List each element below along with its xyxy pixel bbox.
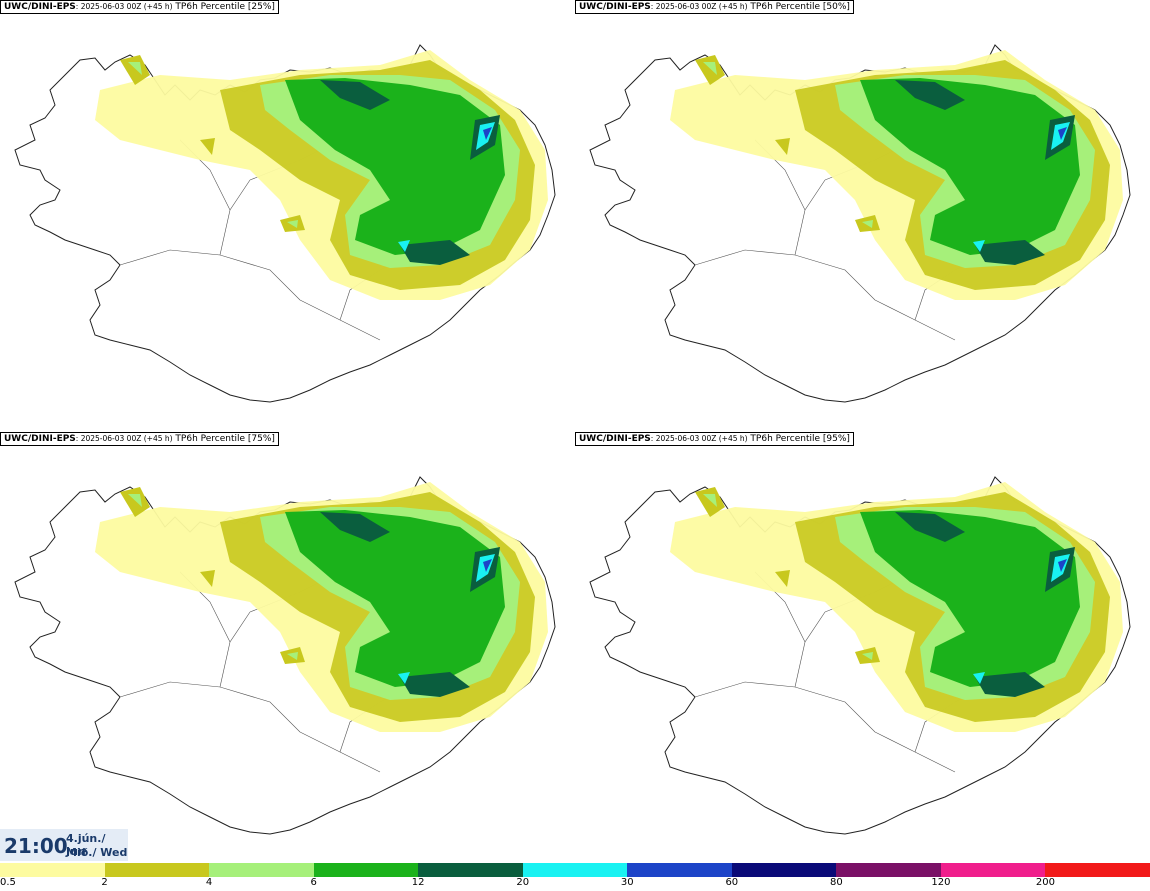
legend-swatch (1045, 863, 1150, 877)
precip-6mm (860, 78, 1080, 255)
legend-swatch (627, 863, 733, 877)
legend-swatch (209, 863, 315, 877)
precip-map (14, 44, 556, 403)
legend-swatch (313, 863, 419, 877)
precip-6mm (285, 510, 505, 687)
legend-tick-label: 12 (411, 877, 425, 888)
precip-nw-cells (120, 487, 305, 664)
precip-30mm (1058, 559, 1067, 572)
legend-tick-label: 20 (516, 877, 530, 888)
map-panel-p25: UWC/DINI-EPS: 2025-06-03 00Z (+45 h) TP6… (0, 0, 575, 432)
legend-swatch (0, 863, 106, 877)
precip-nw-cells (120, 55, 305, 232)
precip-nw-cells (695, 487, 880, 664)
legend-swatch (104, 863, 210, 877)
valid-time: 21:00 (4, 834, 68, 858)
color-legend (0, 863, 1150, 877)
legend-tick-label: 80 (829, 877, 843, 888)
valid-time-box: 21:00 4.jún./ Jun Mið./ Wed (0, 829, 128, 861)
precip-30mm (1058, 127, 1067, 140)
precip-nw-cells (695, 55, 880, 232)
precip-map (589, 476, 1131, 835)
precip-6mm (285, 78, 505, 255)
legend-tick-label: 4 (205, 877, 213, 888)
panel-title: UWC/DINI-EPS: 2025-06-03 00Z (+45 h) TP6… (0, 432, 279, 446)
legend-tick-label: 60 (725, 877, 739, 888)
legend-tick-label: 6 (310, 877, 317, 888)
legend-tick-label: 30 (620, 877, 634, 888)
map-panel-p95: UWC/DINI-EPS: 2025-06-03 00Z (+45 h) TP6… (575, 432, 1150, 864)
legend-swatch (940, 863, 1046, 877)
panel-title: UWC/DINI-EPS: 2025-06-03 00Z (+45 h) TP6… (575, 432, 854, 446)
legend-tick-label: 120 (931, 877, 951, 888)
precip-6mm (860, 510, 1080, 687)
legend-swatch (522, 863, 628, 877)
panel-title: UWC/DINI-EPS: 2025-06-03 00Z (+45 h) TP6… (575, 0, 854, 14)
valid-weekday: Mið./ Wed (66, 846, 128, 859)
panel-title: UWC/DINI-EPS: 2025-06-03 00Z (+45 h) TP6… (0, 0, 279, 14)
legend-swatch (418, 863, 524, 877)
precip-map (589, 44, 1131, 403)
legend-tick-label: 200 (1035, 877, 1055, 888)
map-panel-p75: UWC/DINI-EPS: 2025-06-03 00Z (+45 h) TP6… (0, 432, 575, 864)
legend-tick-label: 0.5 (0, 877, 16, 888)
legend-tick-label: 2 (101, 877, 108, 888)
precip-30mm (483, 127, 492, 140)
legend-swatch (836, 863, 942, 877)
valid-date: 4.jún./ Jun (66, 832, 106, 858)
precip-30mm (483, 559, 492, 572)
legend-swatch (731, 863, 837, 877)
precip-map (14, 476, 556, 835)
legend-ticks: 0.5 2 4 6 12 20 30 60 80 120 200 (0, 877, 1150, 891)
map-panel-p50: UWC/DINI-EPS: 2025-06-03 00Z (+45 h) TP6… (575, 0, 1150, 432)
